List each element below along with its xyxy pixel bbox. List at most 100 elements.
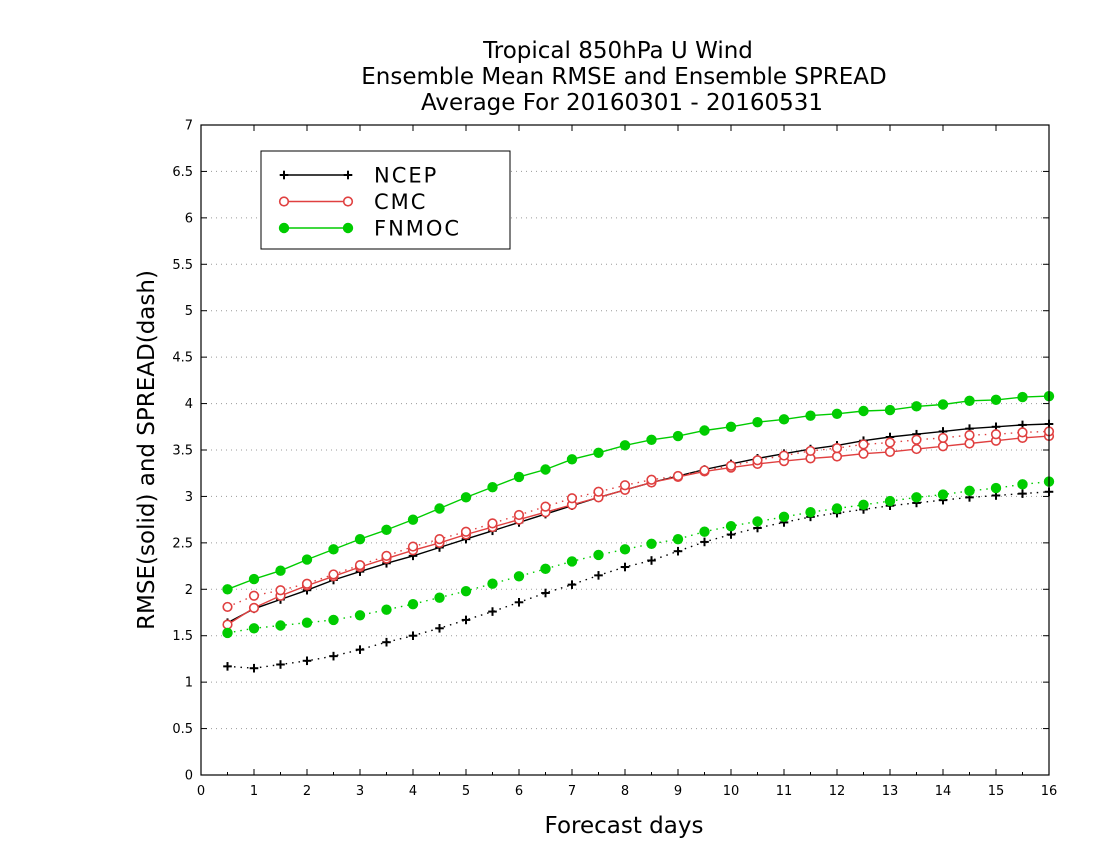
data-point-cmc-spread-22 (805, 445, 816, 457)
data-point-fnmoc-rmse-0 (222, 584, 233, 595)
y-tick-label: 3 (185, 490, 193, 505)
x-tick-label: 14 (935, 784, 952, 799)
data-point-cmc-spread-12 (540, 501, 551, 512)
data-point-ncep-spread-13 (567, 580, 577, 589)
data-point-cmc-spread-25 (884, 437, 896, 448)
data-point-fnmoc-rmse-15 (619, 440, 631, 451)
data-point-ncep-spread-0 (223, 662, 232, 671)
data-point-ncep-spread-11 (514, 597, 524, 607)
y-tick-label: 2.5 (172, 536, 193, 551)
x-tick-label: 3 (356, 784, 364, 799)
data-point-fnmoc-spread-0 (222, 627, 233, 639)
data-point-fnmoc-spread-1 (248, 623, 260, 634)
data-point-fnmoc-rmse-8 (434, 503, 445, 514)
data-point-cmc-spread-7 (407, 541, 419, 552)
data-point-fnmoc-spread-5 (354, 610, 366, 621)
legend-label-fnmoc: FNMOC (374, 217, 461, 241)
data-point-cmc-rmse-25 (884, 446, 896, 457)
data-point-cmc-spread-26 (911, 434, 922, 445)
x-tick-label: 16 (1041, 784, 1058, 799)
legend-label-ncep: NCEP (374, 164, 438, 188)
data-point-fnmoc-rmse-12 (540, 464, 551, 475)
data-point-cmc-spread-5 (354, 560, 366, 571)
y-tick-label: 6.5 (172, 165, 193, 180)
data-point-fnmoc-spread-3 (301, 617, 313, 628)
legend-marker-start-ncep (279, 170, 289, 180)
data-point-ncep-spread-17 (673, 546, 683, 556)
data-point-cmc-spread-27 (937, 432, 949, 444)
data-point-cmc-spread-28 (964, 430, 975, 441)
data-point-ncep-spread-5 (355, 645, 365, 654)
data-point-cmc-spread-8 (434, 534, 445, 545)
data-point-fnmoc-spread-11 (513, 571, 525, 582)
data-point-fnmoc-rmse-26 (911, 401, 922, 412)
data-point-cmc-rmse-23 (831, 451, 843, 462)
x-tick-label: 8 (621, 784, 629, 799)
y-tick-label: 1.5 (172, 629, 193, 644)
data-point-cmc-rmse-27 (937, 441, 949, 452)
data-point-cmc-spread-20 (752, 455, 763, 466)
data-point-cmc-rmse-24 (858, 448, 869, 459)
data-point-fnmoc-spread-15 (619, 544, 631, 555)
data-point-cmc-spread-2 (275, 585, 286, 596)
data-point-fnmoc-rmse-13 (566, 454, 578, 465)
data-point-fnmoc-rmse-22 (805, 410, 816, 421)
title-line-2: Ensemble Mean RMSE and Ensemble SPREAD (361, 64, 886, 90)
data-point-cmc-rmse-28 (964, 438, 975, 449)
y-tick-label: 0 (185, 769, 193, 784)
x-tick-label: 1 (250, 784, 258, 799)
data-point-fnmoc-rmse-1 (248, 573, 260, 585)
data-point-ncep-spread-3 (302, 656, 312, 666)
legend-label-cmc: CMC (374, 190, 427, 214)
legend-marker-end-fnmoc (342, 222, 354, 234)
legend-item-ncep: NCEP (279, 164, 438, 188)
data-point-cmc-spread-30 (1017, 427, 1028, 438)
data-point-fnmoc-rmse-21 (778, 414, 790, 425)
data-point-fnmoc-spread-22 (805, 507, 816, 518)
legend-marker-start-cmc (278, 196, 290, 207)
y-tick-label: 6 (185, 211, 193, 226)
legend-box (260, 150, 511, 250)
data-point-fnmoc-rmse-29 (990, 394, 1002, 406)
series-layer (222, 390, 1055, 673)
data-point-cmc-spread-17 (672, 470, 684, 482)
data-point-fnmoc-rmse-6 (381, 524, 392, 536)
data-point-ncep-spread-30 (1018, 489, 1027, 498)
data-point-fnmoc-spread-29 (990, 482, 1002, 494)
data-point-ncep-spread-1 (249, 663, 259, 673)
x-tick-label: 6 (515, 784, 523, 799)
data-point-fnmoc-rmse-4 (328, 544, 339, 555)
y-tick-label: 5 (185, 304, 193, 319)
title-line-3: Average For 20160301 - 20160531 (421, 90, 823, 116)
data-point-ncep-spread-7 (408, 631, 418, 641)
y-tick-label: 7 (185, 119, 193, 134)
x-tick-label: 10 (723, 784, 740, 799)
data-point-cmc-spread-10 (487, 518, 498, 529)
data-point-cmc-spread-29 (990, 429, 1002, 440)
data-point-cmc-spread-19 (725, 460, 737, 471)
y-tick-label: 1 (185, 676, 193, 691)
data-point-fnmoc-rmse-28 (964, 395, 975, 406)
x-tick-label: 15 (988, 784, 1005, 799)
data-point-cmc-spread-24 (858, 439, 869, 450)
data-point-fnmoc-rmse-11 (513, 471, 525, 483)
data-point-cmc-spread-13 (566, 493, 578, 504)
data-point-fnmoc-rmse-24 (858, 405, 869, 417)
data-point-cmc-spread-15 (619, 480, 631, 491)
x-tick-label: 11 (776, 784, 793, 799)
data-point-fnmoc-rmse-16 (646, 434, 657, 445)
data-point-ncep-spread-8 (435, 623, 444, 633)
data-point-fnmoc-rmse-27 (937, 399, 949, 410)
legend-item-fnmoc: FNMOC (278, 217, 461, 241)
legend-marker-end-ncep (343, 170, 353, 180)
data-point-fnmoc-spread-17 (672, 533, 684, 545)
data-point-fnmoc-rmse-2 (275, 565, 286, 576)
data-point-ncep-spread-19 (726, 530, 736, 539)
data-point-fnmoc-spread-2 (275, 620, 286, 631)
data-point-fnmoc-rmse-25 (884, 404, 896, 416)
data-point-fnmoc-spread-30 (1017, 479, 1028, 490)
data-point-fnmoc-spread-19 (725, 520, 737, 532)
legend-marker-start-fnmoc (278, 222, 290, 234)
data-point-cmc-rmse-26 (911, 443, 922, 455)
y-tick-label: 5.5 (172, 258, 193, 273)
